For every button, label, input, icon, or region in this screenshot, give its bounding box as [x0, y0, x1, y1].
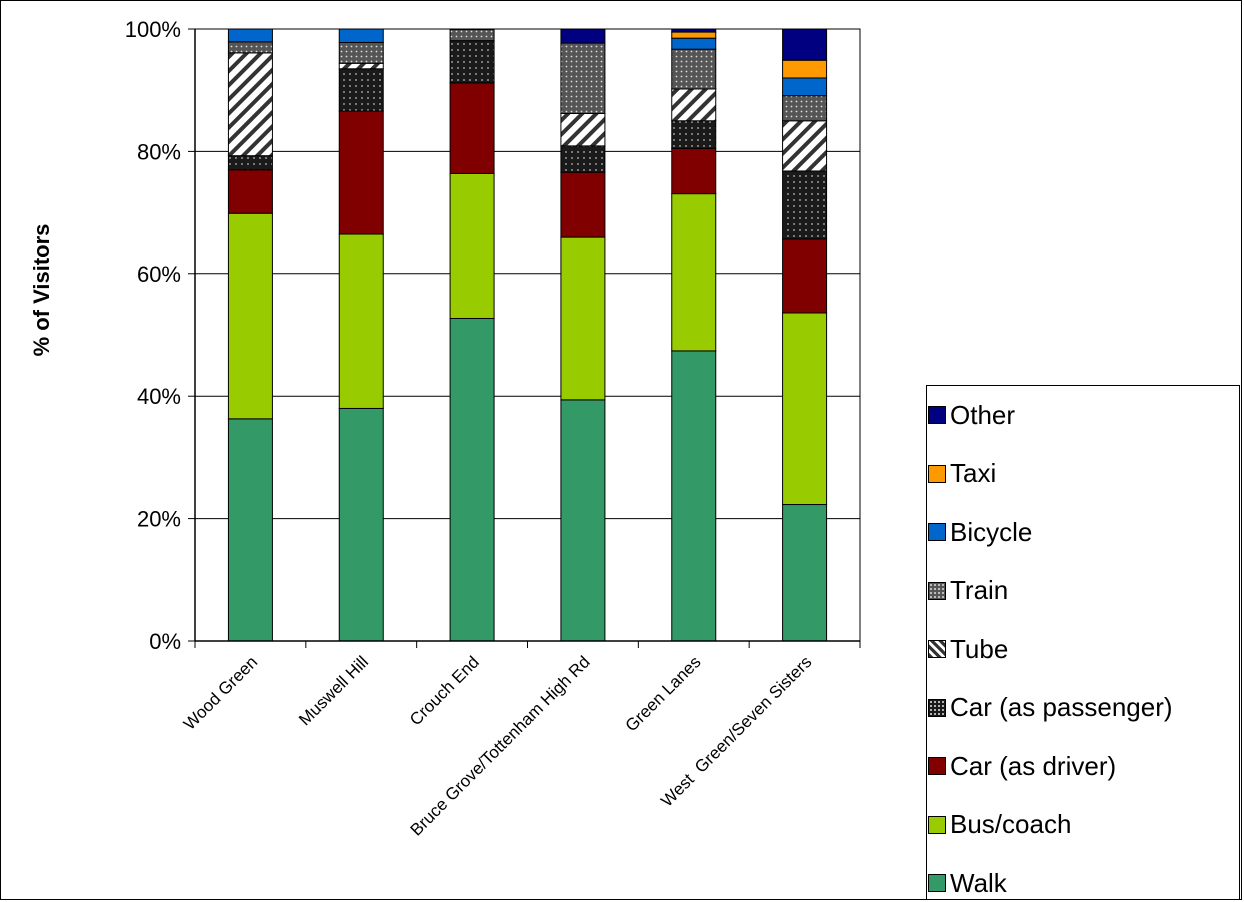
bar-segment-train: [560, 42, 606, 114]
legend-item: Car (as passenger): [927, 691, 1173, 725]
bar-segment-bicycle: [782, 77, 828, 97]
bar-segment-bicycle: [227, 28, 273, 43]
x-tick-label: Bruce Grove/Tottenham High Rd: [407, 652, 594, 839]
bar-segment-bus-coach: [782, 312, 828, 506]
x-tick-label: Wood Green: [180, 652, 261, 733]
legend-item: Walk: [927, 866, 1007, 900]
legend-item: Bus/coach: [927, 808, 1071, 842]
bar-segment-car-as-passenger-: [671, 120, 717, 149]
bar-segment-car-as-driver-: [671, 147, 717, 195]
bar-segment-taxi: [782, 59, 828, 79]
bar-segment-car-as-passenger-: [560, 145, 606, 173]
legend-label: Bicycle: [950, 516, 1033, 547]
bar-segment-car-as-passenger-: [782, 170, 828, 240]
y-axis-label: % of Visitors: [29, 223, 54, 357]
bar-segment-tube: [560, 112, 606, 147]
bar-segment-tube: [338, 62, 384, 70]
y-tick-label: 20%: [137, 507, 181, 532]
bar-segment-car-as-driver-: [782, 238, 828, 314]
legend-item: Tube: [927, 632, 1008, 666]
legend: Other Taxi Bicycle Train Tube Car (as passeng…: [926, 385, 1240, 900]
x-tick-label: Green Lanes: [622, 652, 705, 735]
bar-segment-tube: [782, 120, 828, 172]
legend-item: Train: [927, 574, 1008, 608]
legend-swatch: [928, 640, 946, 658]
y-tick-label: 0%: [149, 629, 181, 654]
legend-item: Bicycle: [927, 515, 1032, 549]
y-tick-label: 100%: [125, 17, 181, 42]
legend-swatch: [928, 757, 946, 775]
bar-segment-car-as-passenger-: [227, 155, 273, 171]
bar-segment-walk: [227, 418, 273, 642]
bar-segment-car-as-driver-: [449, 82, 495, 174]
bar-segment-bus-coach: [560, 236, 606, 401]
legend-label: Tube: [950, 633, 1009, 664]
legend-swatch: [928, 581, 946, 600]
plot-area-border: [194, 28, 861, 642]
legend-label: Other: [950, 399, 1016, 430]
legend-swatch: [928, 464, 946, 483]
x-tick-label: Crouch End: [406, 652, 483, 729]
bar-segment-car-as-driver-: [338, 110, 384, 235]
bar-segment-walk: [560, 399, 606, 642]
legend-swatch: [928, 874, 946, 892]
bar-segment-train: [671, 48, 717, 90]
bar-segment-car-as-driver-: [560, 171, 606, 238]
legend-label: Train: [950, 575, 1009, 605]
bar-segment-walk: [782, 504, 828, 642]
legend-item: Car (as driver): [927, 749, 1116, 783]
bar-segment-other: [782, 28, 828, 61]
bar-segment-bus-coach: [227, 212, 273, 420]
bar-segment-train: [338, 41, 384, 64]
bar-segment-car-as-driver-: [227, 169, 273, 214]
y-tick-label: 40%: [137, 384, 181, 409]
y-tick-label: 80%: [137, 139, 181, 164]
legend-label: Taxi: [950, 458, 997, 488]
bar-segment-bicycle: [671, 37, 717, 50]
bar-segment-walk: [338, 407, 384, 642]
legend-label: Walk: [950, 867, 1007, 898]
bar-segment-bus-coach: [671, 193, 717, 352]
bar-segment-bicycle: [338, 28, 384, 43]
legend-label: Bus/coach: [950, 809, 1072, 839]
bar-segment-walk: [671, 350, 717, 642]
legend-item: Other: [927, 398, 1015, 432]
y-tick-label: 60%: [137, 262, 181, 287]
legend-swatch: [928, 815, 946, 834]
bar-segment-car-as-passenger-: [449, 40, 495, 84]
x-tick-label: Muswell Hill: [295, 652, 372, 729]
bar-segment-other: [560, 28, 606, 44]
bar-segment-walk: [449, 317, 495, 642]
bar-segment-car-as-passenger-: [338, 68, 384, 112]
bar-segment-tube: [671, 88, 717, 122]
legend-label: Car (as driver): [950, 750, 1117, 781]
legend-swatch: [928, 523, 946, 541]
legend-swatch: [928, 406, 946, 424]
legend-item: Taxi: [927, 457, 996, 491]
bar-segment-bus-coach: [338, 233, 384, 409]
legend-swatch: [928, 698, 946, 717]
bar-segment-bus-coach: [449, 172, 495, 319]
bar-segment-train: [227, 41, 273, 54]
bar-segment-tube: [227, 52, 273, 157]
bar-segment-train: [449, 29, 495, 42]
bar-segment-train: [782, 95, 828, 122]
bar-segment-taxi: [671, 31, 717, 39]
legend-label: Car (as passenger): [950, 692, 1173, 722]
